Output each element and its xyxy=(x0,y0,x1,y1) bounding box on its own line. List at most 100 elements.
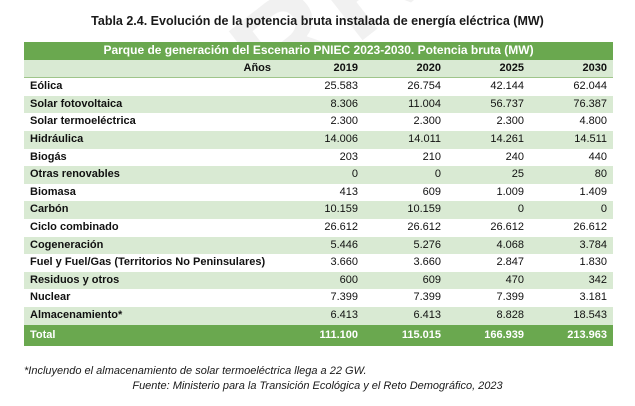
cell-value: 0 xyxy=(364,166,447,184)
table-row: Carbón 10.159 10.159 0 0 xyxy=(24,201,614,219)
cell-value: 42.144 xyxy=(447,77,530,96)
row-label: Eólica xyxy=(24,77,281,96)
table-title: Parque de generación del Escenario PNIEC… xyxy=(24,42,614,60)
year-header: 2030 xyxy=(530,59,614,79)
row-label: Fuel y Fuel/Gas (Territorios No Peninsul… xyxy=(24,254,281,272)
cell-value: 600 xyxy=(281,271,364,290)
total-value: 115.015 xyxy=(364,324,447,346)
cell-value: 440 xyxy=(530,148,614,167)
cell-value: 7.399 xyxy=(447,289,530,307)
cell-value: 1.830 xyxy=(530,254,614,272)
cell-value: 6.413 xyxy=(281,306,364,325)
cell-value: 203 xyxy=(281,148,364,167)
row-label: Hidráulica xyxy=(24,130,281,149)
cell-value: 26.612 xyxy=(530,218,614,237)
row-label: Cogeneración xyxy=(24,236,281,255)
row-label: Biomasa xyxy=(24,183,281,202)
cell-value: 1.409 xyxy=(530,183,614,202)
cell-value: 6.413 xyxy=(364,306,447,325)
cell-value: 26.612 xyxy=(364,218,447,237)
row-label: Carbón xyxy=(24,201,281,219)
cell-value: 609 xyxy=(364,271,447,290)
year-header: 2019 xyxy=(281,59,364,79)
capacity-table: Parque de generación del Escenario PNIEC… xyxy=(24,42,614,346)
table-row: Almacenamiento* 6.413 6.413 8.828 18.543 xyxy=(24,306,614,325)
row-label: Ciclo combinado xyxy=(24,218,281,237)
table-row: Fuel y Fuel/Gas (Territorios No Peninsul… xyxy=(24,254,614,272)
cell-value: 14.011 xyxy=(364,130,447,149)
table-row: Otras renovables 0 0 25 80 xyxy=(24,166,614,184)
total-label: Total xyxy=(24,324,281,346)
total-value: 166.939 xyxy=(447,324,530,346)
table-row: Ciclo combinado 26.612 26.612 26.612 26.612 xyxy=(24,218,614,237)
total-value: 111.100 xyxy=(281,324,364,346)
cell-value: 2.847 xyxy=(447,254,530,272)
footnote: *Incluyendo el almacenamiento de solar t… xyxy=(24,365,367,377)
table-row: Hidráulica 14.006 14.011 14.261 14.511 xyxy=(24,130,614,149)
total-value: 213.963 xyxy=(530,324,614,346)
source-note: Fuente: Ministerio para la Transición Ec… xyxy=(132,380,503,392)
table-row: Nuclear 7.399 7.399 7.399 3.181 xyxy=(24,289,614,307)
table-row: Solar fotovoltaica 8.306 11.004 56.737 76.38… xyxy=(24,95,614,114)
cell-value: 25.583 xyxy=(281,77,364,96)
row-label: Otras renovables xyxy=(24,166,281,184)
cell-value: 5.446 xyxy=(281,236,364,255)
cell-value: 2.300 xyxy=(281,113,364,131)
cell-value: 76.387 xyxy=(530,95,614,114)
cell-value: 3.181 xyxy=(530,289,614,307)
table-caption: Tabla 2.4. Evolución de la potencia brut… xyxy=(91,14,544,28)
cell-value: 210 xyxy=(364,148,447,167)
table-row: Cogeneración 5.446 5.276 4.068 3.784 xyxy=(24,236,614,255)
cell-value: 609 xyxy=(364,183,447,202)
cell-value: 470 xyxy=(447,271,530,290)
cell-value: 413 xyxy=(281,183,364,202)
cell-value: 7.399 xyxy=(364,289,447,307)
cell-value: 0 xyxy=(530,201,614,219)
year-header: 2025 xyxy=(447,59,530,79)
cell-value: 18.543 xyxy=(530,306,614,325)
cell-value: 10.159 xyxy=(281,201,364,219)
cell-value: 0 xyxy=(281,166,364,184)
table-row: Eólica 25.583 26.754 42.144 62.044 xyxy=(24,77,614,96)
cell-value: 5.276 xyxy=(364,236,447,255)
cell-value: 4.800 xyxy=(530,113,614,131)
cell-value: 25 xyxy=(447,166,530,184)
cell-value: 26.754 xyxy=(364,77,447,96)
cell-value: 10.159 xyxy=(364,201,447,219)
cell-value: 14.511 xyxy=(530,130,614,149)
cell-value: 0 xyxy=(447,201,530,219)
cell-value: 1.009 xyxy=(447,183,530,202)
years-label: Años xyxy=(24,59,281,79)
cell-value: 7.399 xyxy=(281,289,364,307)
cell-value: 11.004 xyxy=(364,95,447,114)
cell-value: 8.828 xyxy=(447,306,530,325)
cell-value: 240 xyxy=(447,148,530,167)
cell-value: 8.306 xyxy=(281,95,364,114)
row-label: Biogás xyxy=(24,148,281,167)
cell-value: 14.261 xyxy=(447,130,530,149)
table-body: Eólica 25.583 26.754 42.144 62.044 Solar foto… xyxy=(24,77,614,346)
cell-value: 2.300 xyxy=(447,113,530,131)
year-header: 2020 xyxy=(364,59,447,79)
years-header-row: Años 2019 2020 2025 2030 xyxy=(24,59,614,79)
cell-value: 3.784 xyxy=(530,236,614,255)
table-row: Biomasa 413 609 1.009 1.409 xyxy=(24,183,614,202)
row-label: Residuos y otros xyxy=(24,271,281,290)
cell-value: 56.737 xyxy=(447,95,530,114)
cell-value: 80 xyxy=(530,166,614,184)
row-label: Nuclear xyxy=(24,289,281,307)
table-title-row: Parque de generación del Escenario PNIEC… xyxy=(24,42,614,60)
row-label: Almacenamiento* xyxy=(24,306,281,325)
table-row: Residuos y otros 600 609 470 342 xyxy=(24,271,614,290)
cell-value: 4.068 xyxy=(447,236,530,255)
total-row: Total 111.100 115.015 166.939 213.963 xyxy=(24,324,614,346)
cell-value: 14.006 xyxy=(281,130,364,149)
cell-value: 342 xyxy=(530,271,614,290)
cell-value: 26.612 xyxy=(281,218,364,237)
table-row: Biogás 203 210 240 440 xyxy=(24,148,614,167)
cell-value: 62.044 xyxy=(530,77,614,96)
cell-value: 3.660 xyxy=(281,254,364,272)
row-label: Solar termoeléctrica xyxy=(24,113,281,131)
row-label: Solar fotovoltaica xyxy=(24,95,281,114)
cell-value: 2.300 xyxy=(364,113,447,131)
